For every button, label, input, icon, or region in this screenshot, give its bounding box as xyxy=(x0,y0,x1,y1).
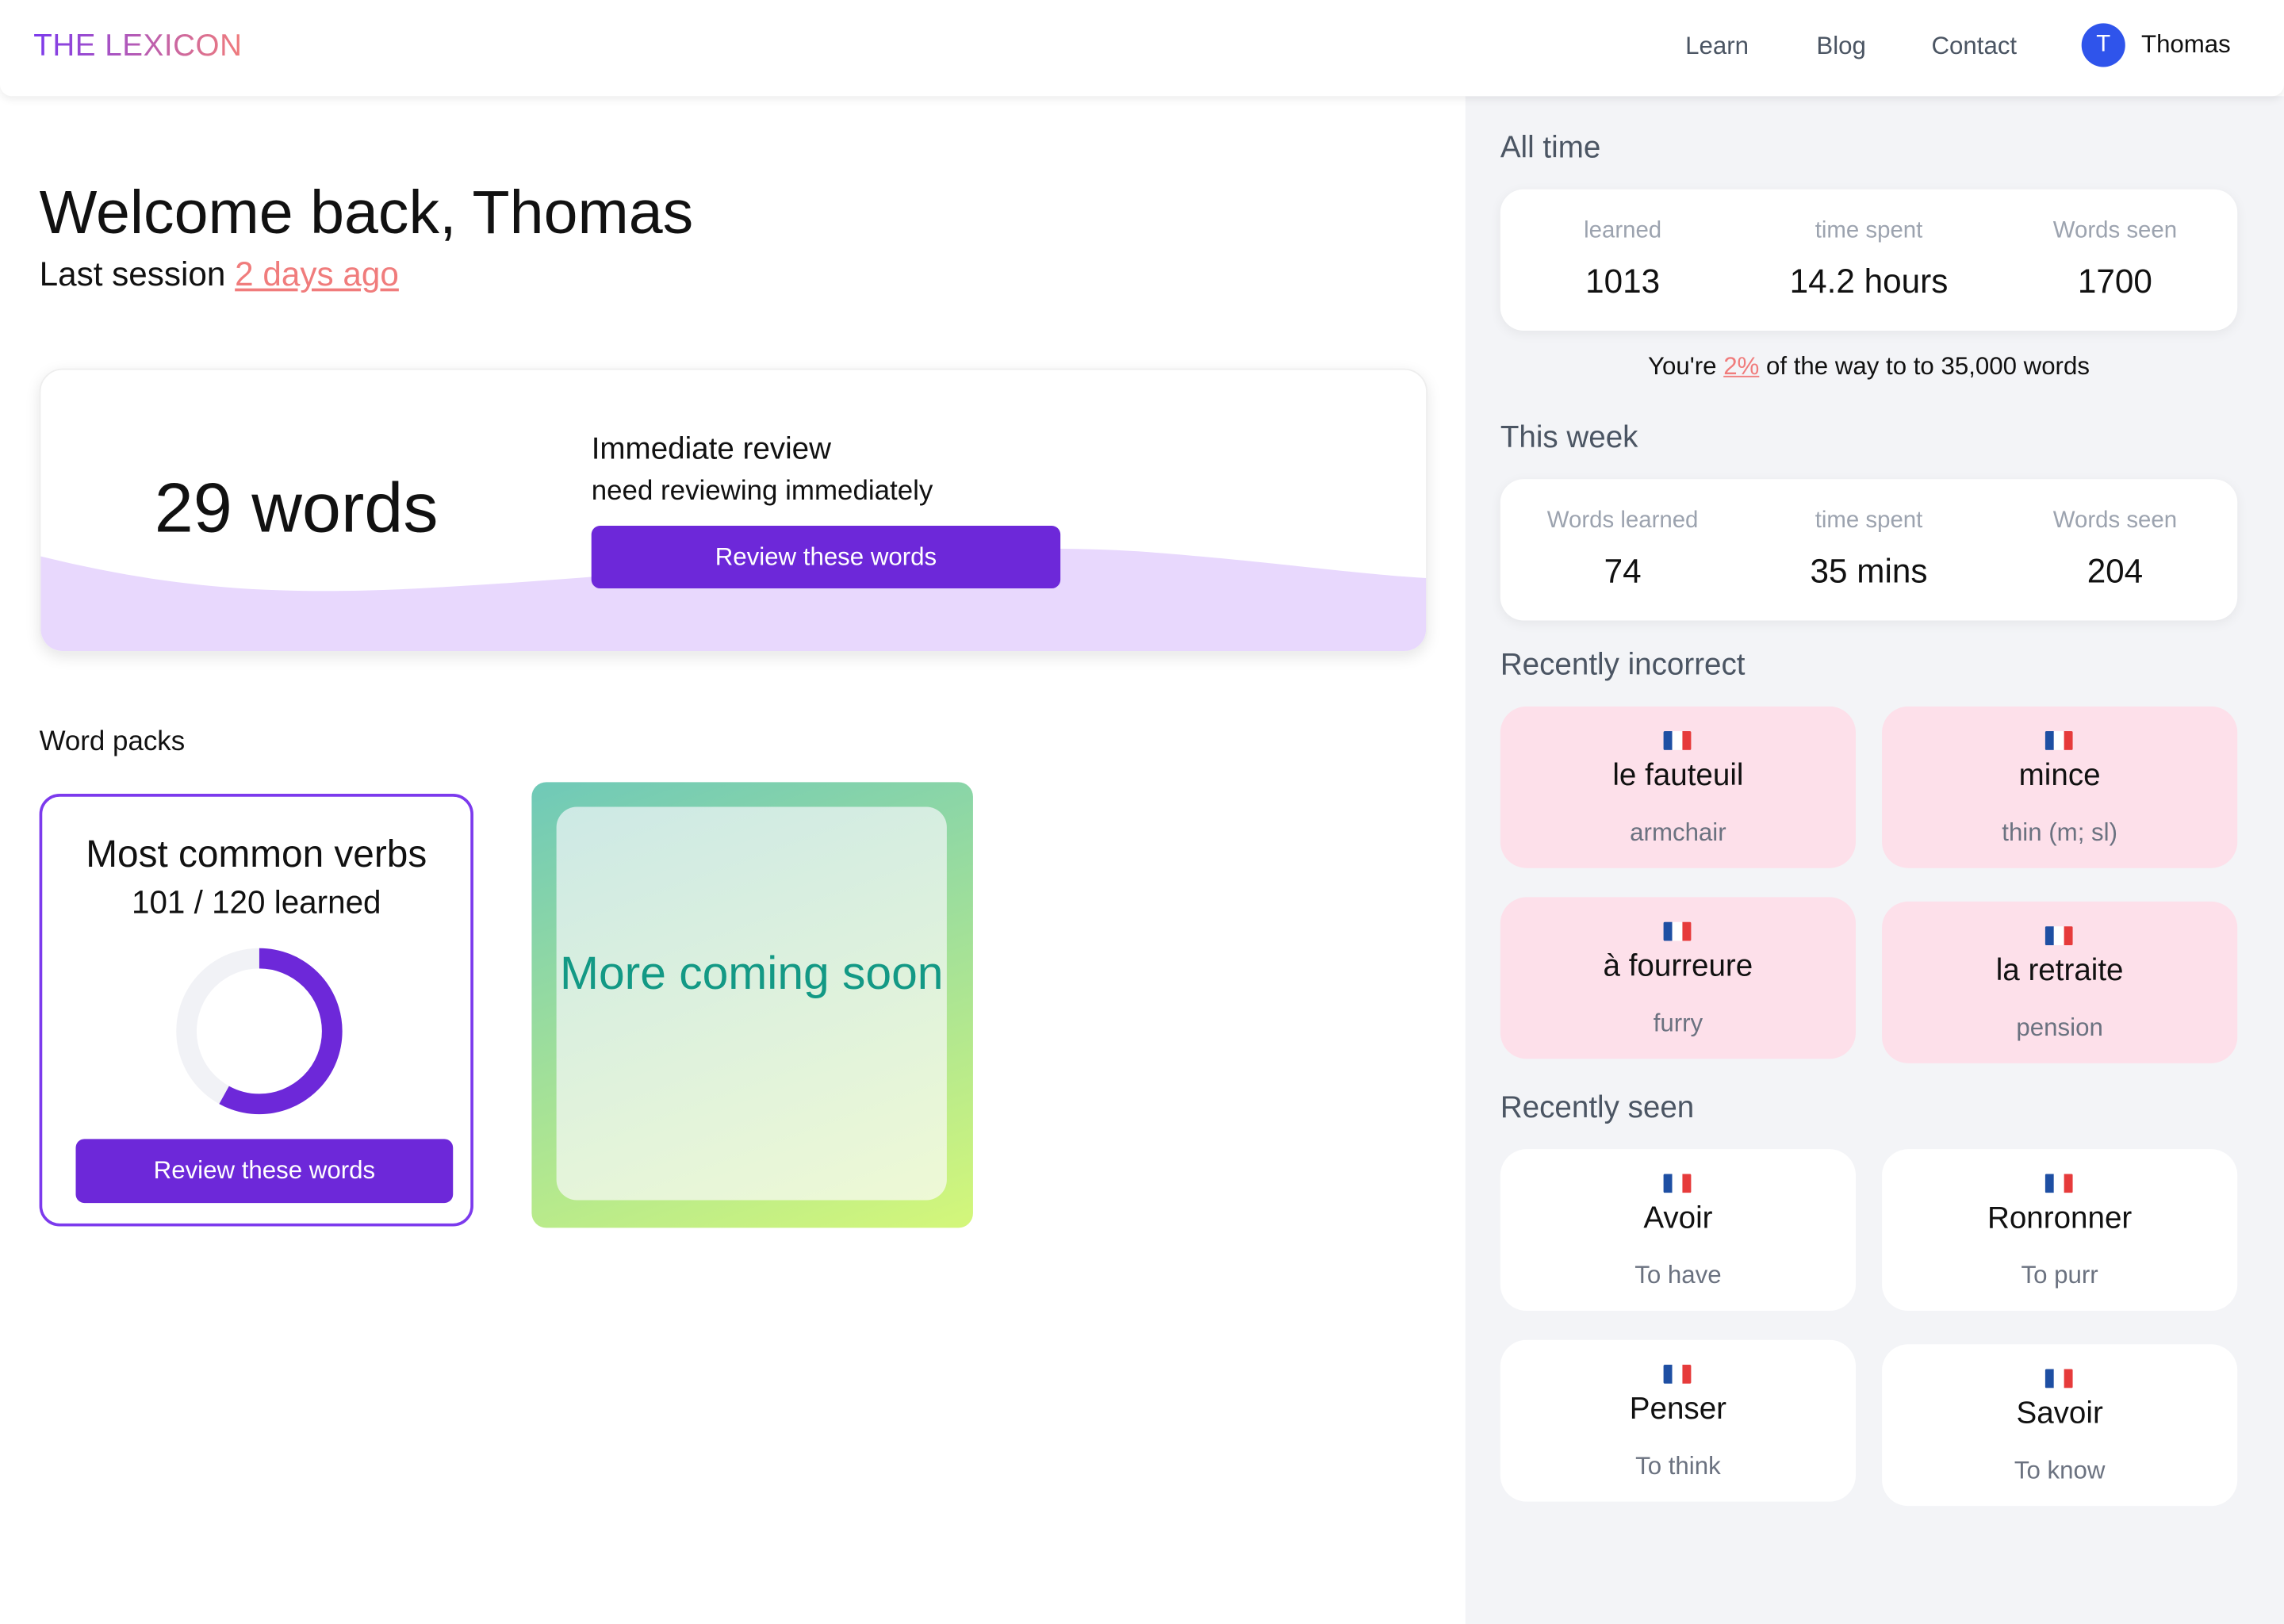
goal-post: of the way to to 35,000 words xyxy=(1766,352,2090,381)
wave-decoration xyxy=(40,548,1427,652)
nav-learn[interactable]: Learn xyxy=(1685,32,1749,60)
translation: To think xyxy=(1635,1452,1721,1480)
all-time-heading: All time xyxy=(1500,131,1601,165)
word-card[interactable]: Avoir To have xyxy=(1500,1149,1856,1312)
this-week-heading: This week xyxy=(1500,420,1638,455)
word-card[interactable]: à fourreure furry xyxy=(1500,897,1856,1059)
word: Penser xyxy=(1629,1392,1727,1427)
stat-label: time spent xyxy=(1815,218,1923,243)
user-name[interactable]: Thomas xyxy=(2140,30,2231,59)
word: à fourreure xyxy=(1603,949,1753,983)
last-session-label: Last session xyxy=(39,255,226,293)
pack-progress: 101 / 120 learned xyxy=(131,883,381,921)
review-subtitle: need reviewing immediately xyxy=(591,476,933,508)
pack-title: Most common verbs xyxy=(86,831,427,875)
nav-contact[interactable]: Contact xyxy=(1931,32,2018,60)
goal-percent: 2% xyxy=(1723,352,1760,381)
progress-ring xyxy=(176,948,343,1115)
stat-label: Words learned xyxy=(1546,508,1699,534)
word-packs-heading: Word packs xyxy=(39,726,186,758)
word: Avoir xyxy=(1643,1201,1713,1235)
coming-soon-text: More coming soon xyxy=(556,806,947,1201)
translation: armchair xyxy=(1630,818,1726,847)
word-card[interactable]: mince thin (m; sl) xyxy=(1882,706,2238,868)
word-card[interactable]: Penser To think xyxy=(1500,1339,1856,1502)
translation: furry xyxy=(1653,1009,1703,1037)
stat-label: learned xyxy=(1584,218,1662,243)
this-week-stats: Words learned 74 time spent 35 mins Words … xyxy=(1500,479,2238,621)
word-card[interactable]: le fauteuil armchair xyxy=(1500,706,1856,868)
translation: To know xyxy=(2014,1456,2106,1484)
stat-value: 1013 xyxy=(1585,262,1661,301)
ring-fill xyxy=(176,948,343,1115)
word: la retraite xyxy=(1995,954,2124,988)
word-card[interactable]: la retraite pension xyxy=(1882,901,2238,1063)
stat-value: 204 xyxy=(2087,552,2144,590)
france-flag-icon xyxy=(2044,731,2073,750)
word: Savoir xyxy=(2016,1396,2103,1431)
stat-value: 1700 xyxy=(2077,262,2152,301)
stat-label: time spent xyxy=(1815,508,1923,534)
stat-value: 74 xyxy=(1604,552,1642,590)
word-card[interactable]: Ronronner To purr xyxy=(1882,1149,2238,1312)
pack-review-button[interactable]: Review these words xyxy=(75,1139,454,1204)
immediate-review-card: 29 words Immediate review need reviewing… xyxy=(39,368,1428,653)
word: mince xyxy=(2018,758,2101,793)
all-time-stats: learned 1013 time spent 14.2 hours Words s… xyxy=(1500,189,2238,331)
france-flag-icon xyxy=(2044,926,2073,946)
translation: To purr xyxy=(2021,1261,2098,1289)
stat-value: 35 mins xyxy=(1810,552,1928,590)
france-flag-icon xyxy=(1663,921,1692,941)
word: le fauteuil xyxy=(1612,758,1744,793)
stat-value: 14.2 hours xyxy=(1789,262,1949,301)
review-words-button[interactable]: Review these words xyxy=(591,526,1061,589)
word: Ronronner xyxy=(1987,1201,2133,1235)
logo[interactable]: THE LEXICON xyxy=(33,29,243,63)
word-card[interactable]: Savoir To know xyxy=(1882,1344,2238,1507)
recently-incorrect-heading: Recently incorrect xyxy=(1500,648,1746,682)
nav-blog[interactable]: Blog xyxy=(1816,32,1866,60)
translation: To have xyxy=(1634,1261,1722,1289)
last-session-link[interactable]: 2 days ago xyxy=(235,255,399,293)
france-flag-icon xyxy=(2044,1369,2073,1388)
avatar[interactable]: T xyxy=(2081,23,2125,67)
goal-progress: You're 2% of the way to to 35,000 words xyxy=(1500,352,2237,381)
translation: thin (m; sl) xyxy=(2002,818,2118,847)
france-flag-icon xyxy=(1663,1365,1692,1384)
recently-seen-heading: Recently seen xyxy=(1500,1090,1695,1124)
top-nav: THE LEXICON Learn Blog Contact T Thomas xyxy=(0,0,2284,97)
stat-label: Words seen xyxy=(2052,218,2178,243)
page-title: Welcome back, Thomas xyxy=(39,178,694,247)
stat-label: Words seen xyxy=(2052,508,2178,534)
france-flag-icon xyxy=(1663,1174,1692,1193)
last-session: Last session 2 days ago xyxy=(40,255,399,294)
goal-pre: You're xyxy=(1648,352,1717,381)
france-flag-icon xyxy=(1663,731,1692,750)
coming-soon-card: More coming soon xyxy=(531,782,973,1228)
review-title: Immediate review xyxy=(591,432,831,466)
france-flag-icon xyxy=(2044,1174,2073,1193)
word-pack-card[interactable]: Most common verbs 101 / 120 learned Revi… xyxy=(39,794,473,1227)
review-count: 29 words xyxy=(154,470,439,548)
translation: pension xyxy=(2016,1013,2103,1042)
